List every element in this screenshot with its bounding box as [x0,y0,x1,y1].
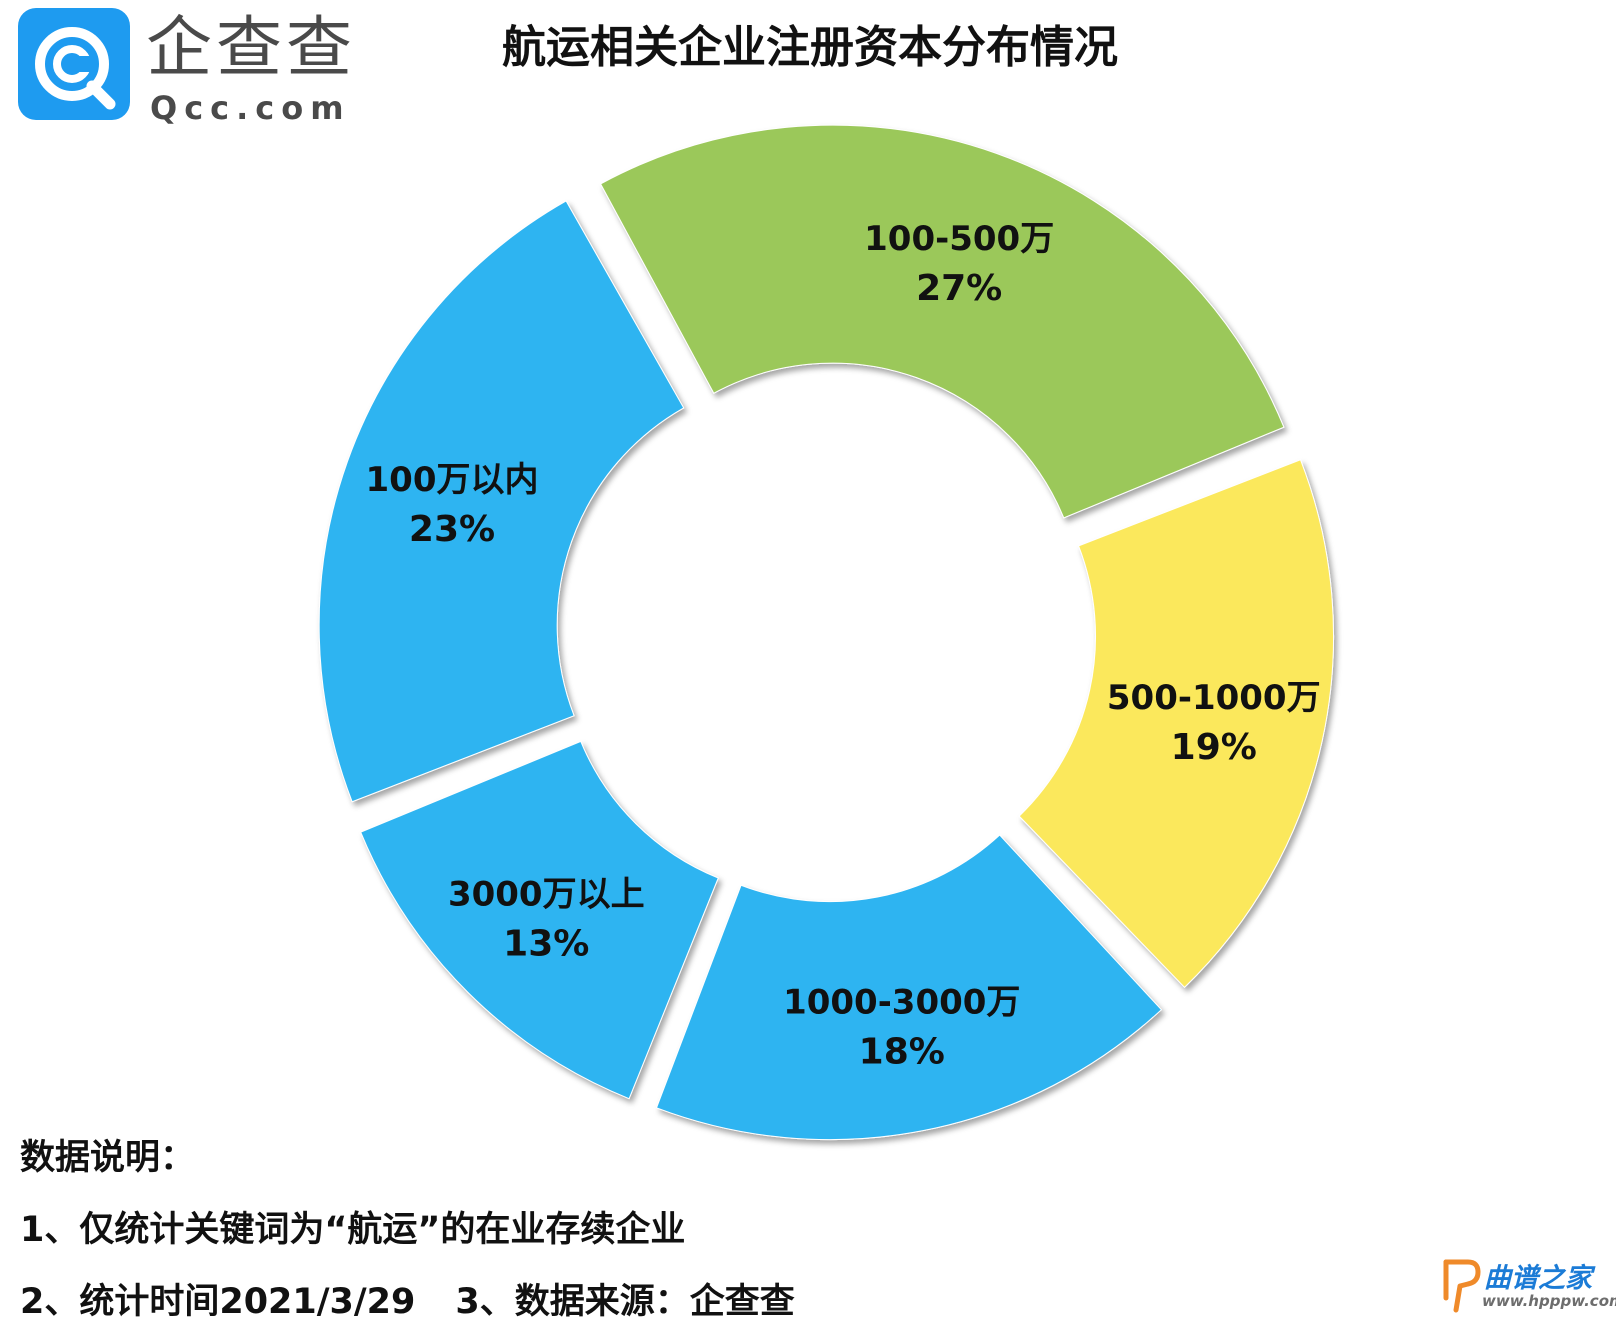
donut-slice [318,200,685,803]
logo-domain: Qcc.com [150,89,351,127]
slice-percent-label: 18% [859,1032,945,1073]
notes-line-2: 2、统计时间2021/3/29 3、数据来源：企查查 [20,1266,795,1338]
notes-line-2-date: 2、统计时间2021/3/29 [20,1282,416,1322]
data-notes: 数据说明： 1、仅统计关键词为“航运”的在业存续企业 2、统计时间2021/3/… [20,1122,795,1338]
slice-percent-label: 13% [503,924,589,965]
slice-percent-label: 23% [409,509,495,550]
notes-line-1: 1、仅统计关键词为“航运”的在业存续企业 [20,1210,686,1250]
slice-percent-label: 19% [1171,727,1257,768]
slice-category-label: 500-1000万 [1107,678,1321,718]
donut-slice [599,124,1285,519]
watermark-url: www.hpppw.com [1482,1292,1616,1310]
donut-slice [1018,459,1335,989]
donut-slice [655,834,1163,1141]
logo-name: 企查查 [146,9,356,86]
donut-slices [318,124,1335,1141]
slice-percent-label: 27% [916,268,1002,309]
notes-heading: 数据说明： [20,1138,196,1178]
slice-category-label: 1000-3000万 [783,983,1020,1023]
qcc-logo-icon [18,8,130,120]
donut-slice [360,740,719,1100]
slice-category-label: 3000万以上 [448,875,645,915]
watermark: 曲谱之家 www.hpppw.com [1438,1252,1616,1318]
watermark-logo-icon [1443,1259,1481,1313]
notes-line-2-source: 3、数据来源：企查查 [455,1282,795,1322]
chart-title: 航运相关企业注册资本分布情况 [502,22,1118,73]
qcc-logo: 企查查 Qcc.com [18,8,352,128]
watermark-name: 曲谱之家 [1484,1263,1592,1294]
donut-labels: 100-500万 27% 500-1000万 19% 1000-3000万 18% 3000… [366,219,1321,1073]
slice-category-label: 100万以内 [366,460,539,500]
slice-category-label: 100-500万 [864,219,1054,259]
